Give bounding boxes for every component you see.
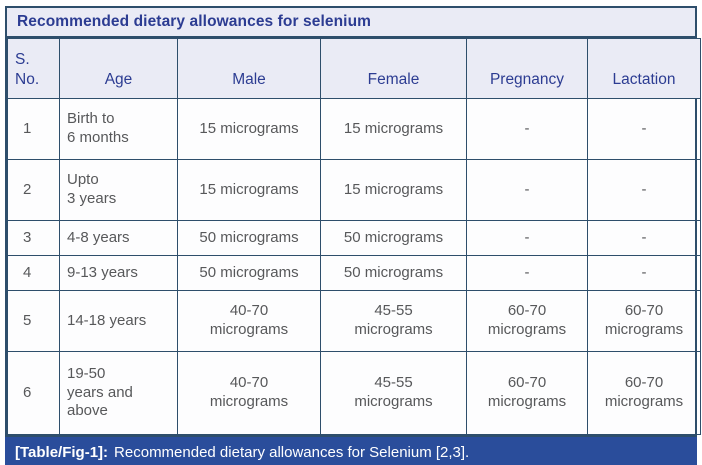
cell-lactation: - <box>587 220 701 256</box>
cell-lactation: 60-70 micrograms <box>587 351 701 435</box>
cell-sno: 3 <box>7 220 60 256</box>
cell-male: 50 micrograms <box>177 255 321 291</box>
table-row: 2 Upto 3 years 15 micrograms 15 microgra… <box>7 159 701 221</box>
cell-female: 45-55 micrograms <box>320 290 467 352</box>
cell-male: 15 micrograms <box>177 98 321 160</box>
cell-age: Birth to 6 months <box>59 98 178 160</box>
table-row: 6 19-50 years and above 40-70 micrograms… <box>7 351 701 435</box>
table-body: 1 Birth to 6 months 15 micrograms 15 mic… <box>7 98 701 435</box>
cell-pregnancy: 60-70 micrograms <box>466 351 588 435</box>
table-container: Recommended dietary allowances for selen… <box>5 6 701 437</box>
cell-pregnancy: - <box>466 98 588 160</box>
cell-pregnancy: - <box>466 255 588 291</box>
cell-male: 40-70 micrograms <box>177 290 321 352</box>
cell-age: 14-18 years <box>59 290 178 352</box>
cell-pregnancy: - <box>466 220 588 256</box>
cell-pregnancy: 60-70 micrograms <box>466 290 588 352</box>
cell-female: 45-55 micrograms <box>320 351 467 435</box>
cell-lactation: - <box>587 255 701 291</box>
cell-age: 9-13 years <box>59 255 178 291</box>
table-row: 4 9-13 years 50 micrograms 50 micrograms… <box>7 255 701 291</box>
col-header-lactation: Lactation <box>587 38 701 99</box>
table-row: 3 4-8 years 50 micrograms 50 micrograms … <box>7 220 701 256</box>
rda-table: S. No. Age Male Female Pregnancy Lactati… <box>7 38 701 435</box>
cell-sno: 5 <box>7 290 60 352</box>
cell-female: 50 micrograms <box>320 220 467 256</box>
table-row: 1 Birth to 6 months 15 micrograms 15 mic… <box>7 98 701 160</box>
cell-lactation: 60-70 micrograms <box>587 290 701 352</box>
col-header-female: Female <box>320 38 467 99</box>
cell-lactation: - <box>587 159 701 221</box>
cell-pregnancy: - <box>466 159 588 221</box>
col-header-male: Male <box>177 38 321 99</box>
col-header-age: Age <box>59 38 178 99</box>
table-header: S. No. Age Male Female Pregnancy Lactati… <box>7 38 701 99</box>
cell-sno: 6 <box>7 351 60 435</box>
cell-sno: 1 <box>7 98 60 160</box>
cell-sno: 2 <box>7 159 60 221</box>
table-row: 5 14-18 years 40-70 micrograms 45-55 mic… <box>7 290 701 352</box>
figure-caption: [Table/Fig-1]: Recommended dietary allow… <box>5 437 697 465</box>
col-header-sno: S. No. <box>7 38 60 99</box>
cell-male: 15 micrograms <box>177 159 321 221</box>
table-title: Recommended dietary allowances for selen… <box>7 8 695 38</box>
cell-female: 15 micrograms <box>320 159 467 221</box>
cell-sno: 4 <box>7 255 60 291</box>
caption-label: [Table/Fig-1]: <box>15 444 109 461</box>
cell-lactation: - <box>587 98 701 160</box>
cell-age: 19-50 years and above <box>59 351 178 435</box>
cell-female: 50 micrograms <box>320 255 467 291</box>
selenium-rda-figure: Recommended dietary allowances for selen… <box>5 6 701 465</box>
caption-text: Recommended dietary allowances for Selen… <box>114 444 470 461</box>
cell-male: 40-70 micrograms <box>177 351 321 435</box>
col-header-pregnancy: Pregnancy <box>466 38 588 99</box>
cell-male: 50 micrograms <box>177 220 321 256</box>
header-row: S. No. Age Male Female Pregnancy Lactati… <box>7 38 701 99</box>
cell-age: 4-8 years <box>59 220 178 256</box>
cell-female: 15 micrograms <box>320 98 467 160</box>
cell-age: Upto 3 years <box>59 159 178 221</box>
